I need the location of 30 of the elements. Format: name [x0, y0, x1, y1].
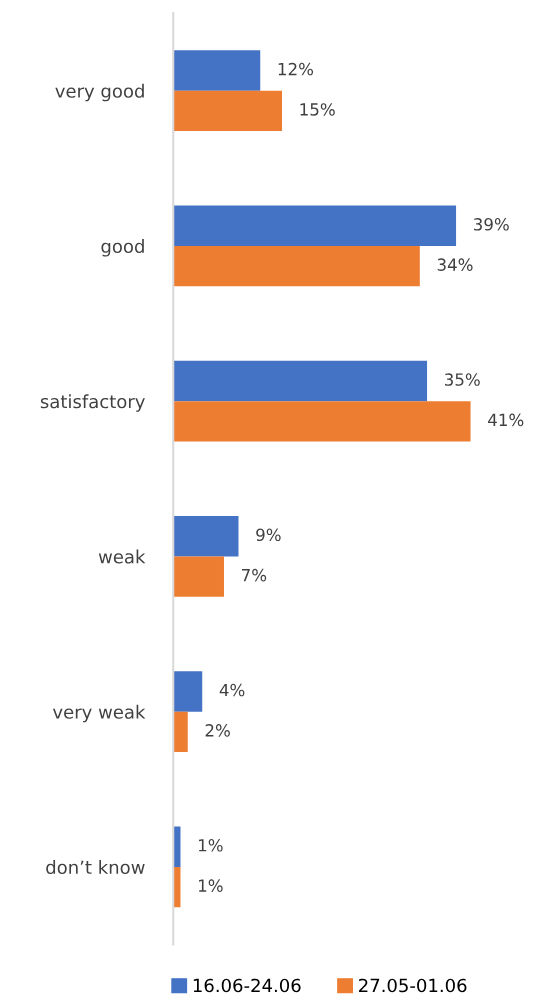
bar [173, 516, 239, 557]
data-label: 1% [198, 879, 223, 892]
data-label: 12% [278, 62, 314, 76]
y-tick-label: don’t know [46, 860, 145, 875]
bar [173, 401, 471, 442]
bar [173, 360, 428, 402]
data-label: 7% [242, 568, 267, 582]
bar [173, 245, 420, 287]
legend-label: 27.05-01.06 [359, 978, 467, 993]
bar [173, 90, 283, 132]
data-label: 9% [256, 528, 281, 542]
y-tick-label: weak [98, 549, 146, 564]
data-label: 35% [444, 373, 480, 386]
data-label: 39% [473, 218, 509, 231]
bar [173, 671, 203, 712]
y-tick-label: good [101, 239, 144, 257]
data-label: 4% [219, 683, 245, 697]
data-label: 34% [437, 258, 473, 271]
data-label: 15% [300, 103, 335, 116]
y-tick-label: very weak [52, 704, 146, 723]
data-label: 41% [488, 413, 524, 427]
data-label: 1% [198, 838, 223, 852]
bar [173, 711, 188, 753]
y-tick-label: satisfactory [40, 394, 145, 412]
legend-label: 16.06-24.06 [193, 978, 301, 993]
bar [173, 50, 261, 91]
data-label: 2% [205, 724, 230, 737]
y-tick-label: very good [55, 83, 144, 102]
bar [173, 205, 457, 246]
bar [173, 556, 224, 597]
